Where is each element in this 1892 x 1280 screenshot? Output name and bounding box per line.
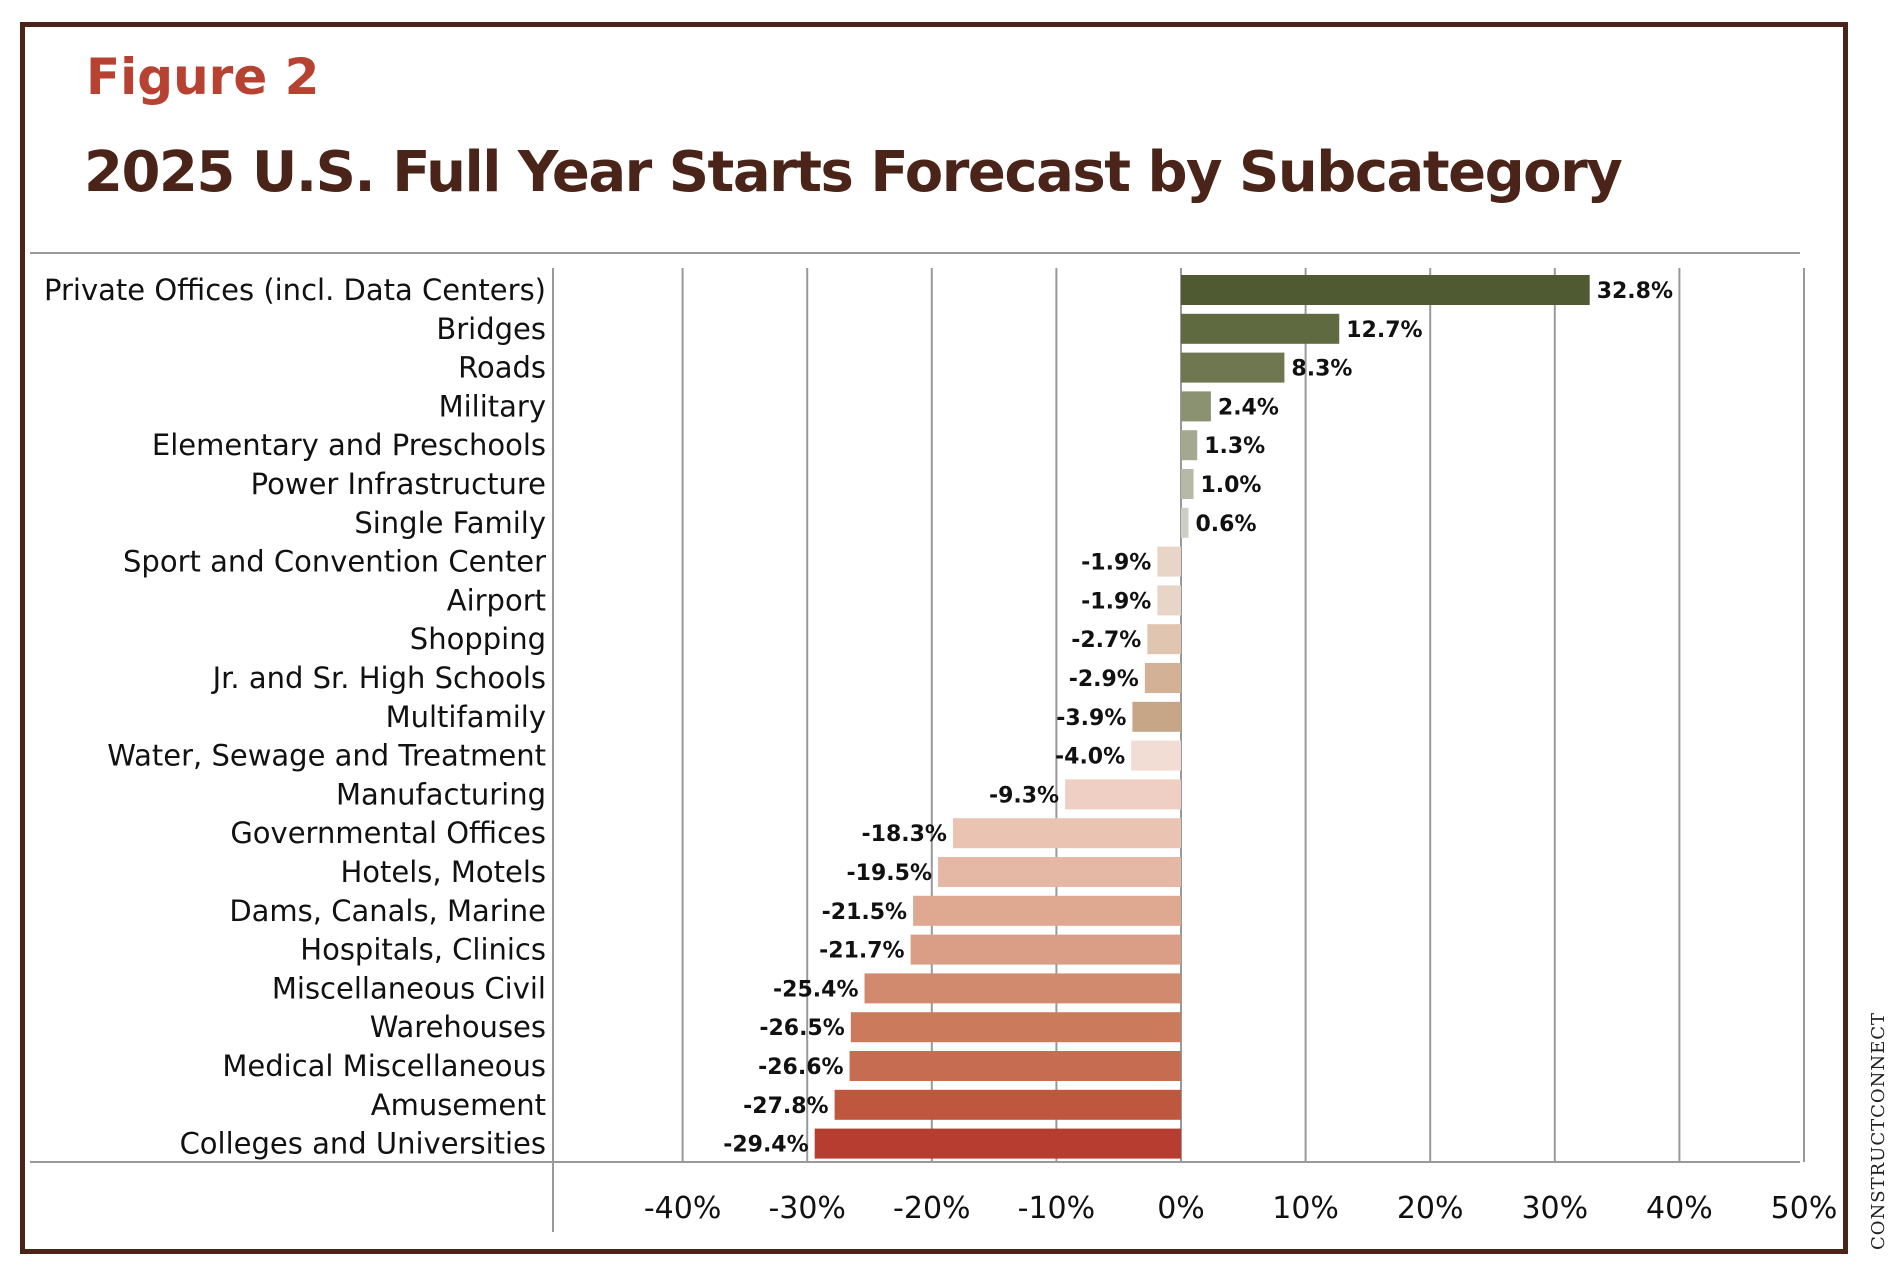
category-label-11: Multifamily [386, 700, 546, 734]
value-label-3: 2.4% [1218, 395, 1279, 420]
category-label-20: Medical Miscellaneous [222, 1049, 546, 1083]
bar-17 [910, 934, 1181, 965]
bar-7 [1157, 546, 1181, 577]
bar-3 [1181, 391, 1211, 422]
bar-21 [834, 1089, 1181, 1120]
category-label-2: Roads [458, 351, 546, 385]
category-label-15: Hotels, Motels [340, 855, 546, 889]
value-label-11: -3.9% [1056, 706, 1126, 731]
category-labels: Private Offices (incl. Data Centers) Brid… [44, 273, 546, 1161]
bar-16 [913, 895, 1181, 926]
value-label-21: -27.8% [743, 1094, 828, 1119]
bar-10 [1144, 663, 1181, 693]
category-label-16: Dams, Canals, Marine [229, 894, 546, 928]
value-label-19: -26.5% [759, 1016, 844, 1041]
value-label-7: -1.9% [1081, 551, 1151, 576]
x-tick-label-0: -40% [644, 1191, 722, 1226]
value-label-8: -1.9% [1081, 589, 1151, 614]
bar-4 [1181, 430, 1198, 461]
category-label-13: Manufacturing [336, 777, 546, 811]
bar-13 [1065, 779, 1181, 810]
bar-22 [814, 1128, 1181, 1159]
category-label-22: Colleges and Universities [180, 1127, 546, 1161]
category-label-21: Amusement [371, 1088, 546, 1122]
category-label-19: Warehouses [370, 1010, 546, 1044]
value-label-1: 12.7% [1346, 318, 1422, 343]
value-label-13: -9.3% [989, 783, 1059, 808]
category-label-9: Shopping [410, 622, 546, 656]
category-label-6: Single Family [354, 506, 546, 540]
value-label-12: -4.0% [1055, 745, 1125, 770]
value-label-10: -2.9% [1069, 667, 1139, 692]
bar-11 [1132, 701, 1181, 732]
bar-20 [849, 1051, 1181, 1081]
category-label-1: Bridges [436, 312, 546, 346]
bar-15 [938, 857, 1181, 887]
bars [814, 275, 1590, 1159]
category-label-18: Miscellaneous Civil [272, 971, 546, 1005]
x-tick-label-7: 30% [1521, 1191, 1588, 1226]
category-label-3: Military [439, 389, 546, 423]
category-label-0: Private Offices (incl. Data Centers) [44, 273, 546, 307]
category-label-5: Power Infrastructure [251, 467, 546, 501]
bar-18 [864, 973, 1181, 1004]
x-tick-label-5: 10% [1272, 1191, 1339, 1226]
value-label-2: 8.3% [1291, 357, 1352, 382]
bar-19 [850, 1012, 1181, 1043]
x-tick-label-1: -30% [768, 1191, 846, 1226]
category-label-10: Jr. and Sr. High Schools [211, 661, 546, 695]
x-tick-label-2: -20% [893, 1191, 971, 1226]
x-tick-label-9: 50% [1771, 1191, 1838, 1226]
value-label-9: -2.7% [1071, 628, 1141, 653]
x-tick-label-4: 0% [1157, 1191, 1205, 1226]
bar-5 [1181, 469, 1194, 499]
bar-8 [1157, 585, 1181, 616]
bar-1 [1181, 313, 1340, 344]
category-label-17: Hospitals, Clinics [300, 933, 546, 967]
value-label-17: -21.7% [819, 939, 904, 964]
x-tick-label-8: 40% [1646, 1191, 1713, 1226]
value-label-18: -25.4% [773, 977, 858, 1002]
value-label-20: -26.6% [758, 1055, 843, 1080]
value-label-14: -18.3% [862, 822, 947, 847]
x-axis-ticks: -40% -30% -20% -10% 0% 10% 20% 30% 40% 50% [644, 1191, 1838, 1226]
category-label-8: Airport [447, 583, 546, 617]
bar-12 [1131, 740, 1181, 771]
figure-frame [20, 22, 1848, 1254]
value-label-16: -21.5% [822, 900, 907, 925]
bar-6 [1181, 507, 1189, 538]
value-label-22: -29.4% [723, 1133, 808, 1158]
value-label-4: 1.3% [1204, 434, 1265, 459]
figure-label: Figure 2 [86, 48, 320, 106]
value-label-5: 1.0% [1200, 473, 1261, 498]
bar-14 [952, 818, 1181, 849]
value-label-6: 0.6% [1195, 512, 1256, 537]
value-label-0: 32.8% [1597, 279, 1673, 304]
x-tick-label-3: -10% [1018, 1191, 1096, 1226]
bar-0 [1181, 275, 1590, 305]
x-tick-label-6: 20% [1397, 1191, 1464, 1226]
category-label-14: Governmental Offices [230, 816, 546, 850]
category-label-4: Elementary and Preschools [152, 428, 546, 462]
value-label-15: -19.5% [847, 861, 932, 886]
category-label-12: Water, Sewage and Treatment [107, 739, 546, 773]
bar-2 [1181, 352, 1285, 383]
category-label-7: Sport and Convention Center [123, 545, 546, 579]
bar-9 [1147, 624, 1181, 655]
chart-title: 2025 U.S. Full Year Starts Forecast by S… [84, 140, 1623, 205]
value-labels: 32.8% 12.7% 8.3% 2.4% 1.3% 1.0% 0.6% -1.9% -1.9%… [723, 279, 1673, 1158]
